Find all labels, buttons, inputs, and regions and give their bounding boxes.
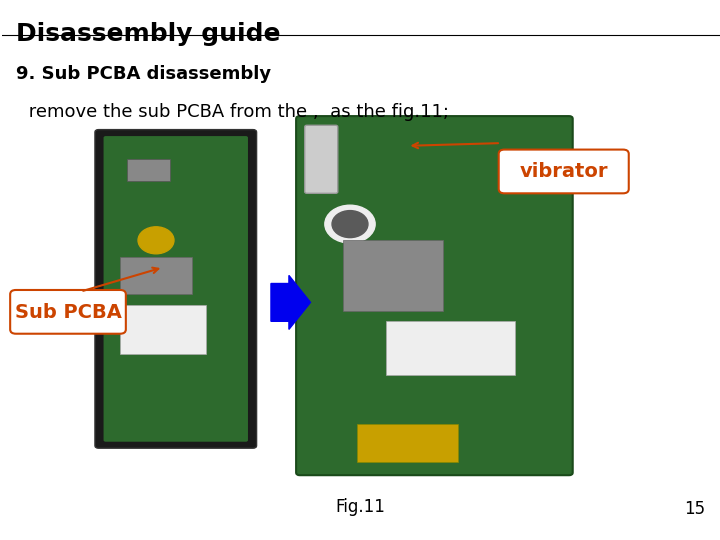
Text: Sub PCBA: Sub PCBA [15, 302, 122, 322]
FancyBboxPatch shape [95, 130, 256, 448]
Text: Disassembly guide: Disassembly guide [16, 22, 280, 45]
Circle shape [325, 205, 375, 243]
Circle shape [138, 227, 174, 254]
FancyBboxPatch shape [357, 424, 458, 462]
FancyBboxPatch shape [10, 290, 126, 334]
FancyBboxPatch shape [120, 305, 207, 354]
FancyBboxPatch shape [499, 150, 629, 193]
Text: Fig.11: Fig.11 [336, 498, 386, 516]
Text: 15: 15 [685, 501, 706, 518]
Text: 9. Sub PCBA disassembly: 9. Sub PCBA disassembly [16, 65, 271, 83]
FancyBboxPatch shape [343, 240, 444, 310]
FancyArrow shape [271, 275, 310, 329]
FancyBboxPatch shape [127, 159, 171, 181]
Text: vibrator: vibrator [520, 162, 608, 181]
FancyBboxPatch shape [386, 321, 516, 375]
Circle shape [332, 211, 368, 238]
Text: remove the sub PCBA from the ,  as the fig.11;: remove the sub PCBA from the , as the fi… [23, 103, 449, 120]
FancyBboxPatch shape [305, 125, 338, 193]
FancyBboxPatch shape [296, 116, 572, 475]
FancyBboxPatch shape [120, 256, 192, 294]
FancyBboxPatch shape [104, 136, 248, 442]
